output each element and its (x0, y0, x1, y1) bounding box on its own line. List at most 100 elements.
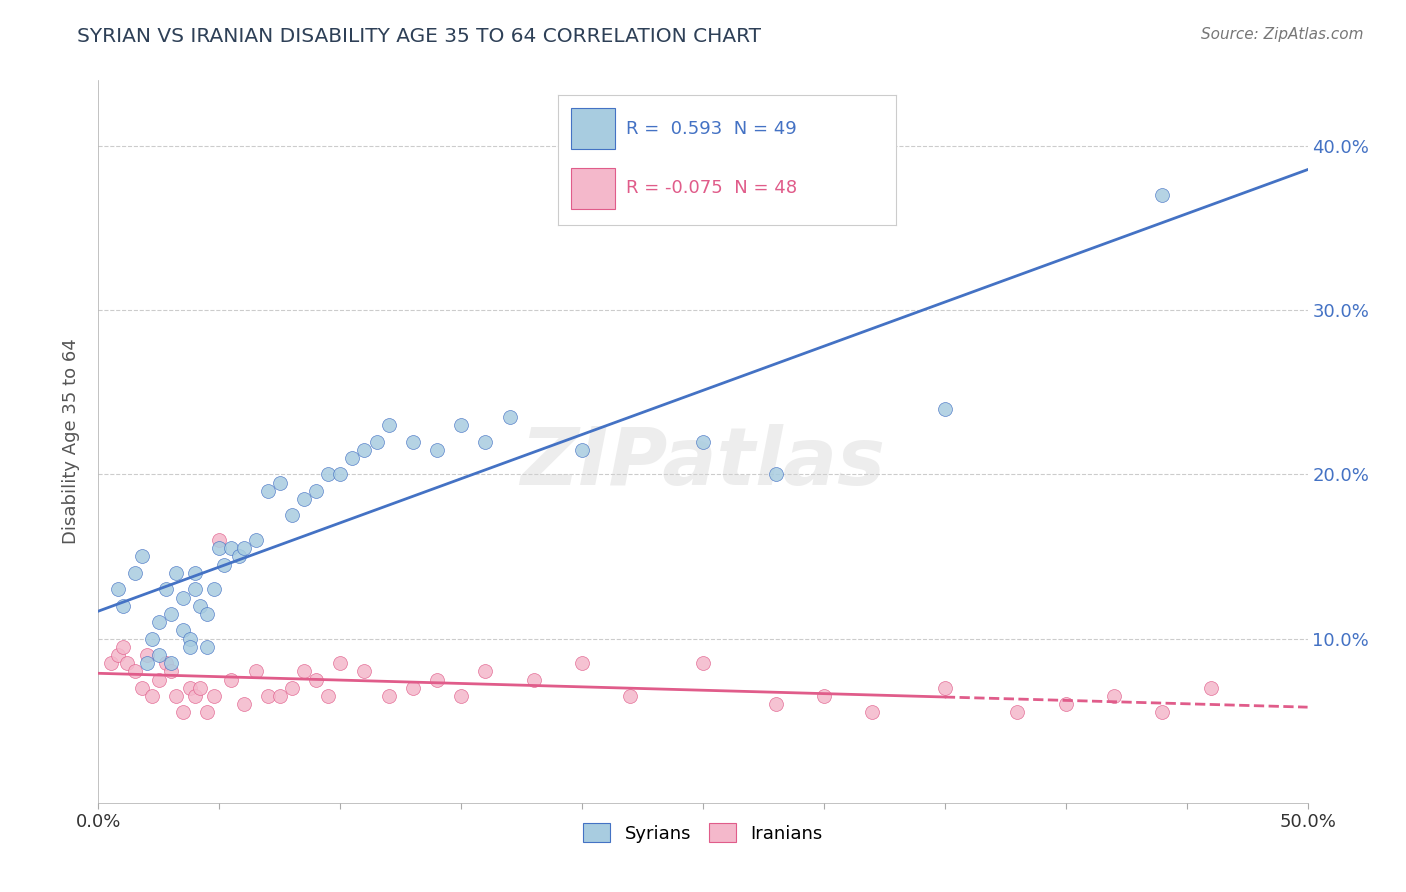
Point (141, 632, 163, 646)
Point (692, 657, 714, 671)
Point (426, 673, 449, 687)
Point (232, 698, 254, 712)
Point (1199, 681, 1222, 695)
Point (256, 483, 278, 498)
Point (204, 582, 226, 597)
Point (402, 434, 425, 449)
Point (1152, 706, 1174, 720)
Point (269, 689, 291, 703)
Point (1102, 689, 1125, 703)
Point (329, 657, 352, 671)
Point (292, 491, 315, 506)
Point (179, 640, 201, 654)
Point (148, 648, 170, 662)
Point (860, 706, 883, 720)
Point (117, 657, 139, 671)
Point (692, 434, 714, 449)
Point (172, 706, 194, 720)
Point (184, 582, 207, 597)
Point (107, 648, 129, 662)
Point (353, 442, 375, 457)
Point (245, 665, 267, 679)
Point (342, 450, 364, 465)
Point (366, 434, 388, 449)
Text: ZIPatlas: ZIPatlas (520, 425, 886, 502)
Point (281, 508, 304, 523)
Point (228, 549, 250, 564)
Point (160, 657, 183, 671)
Point (281, 681, 304, 695)
Point (245, 533, 267, 547)
Point (1054, 698, 1077, 712)
Point (184, 689, 207, 703)
Point (188, 599, 211, 613)
Point (179, 632, 201, 646)
Point (474, 434, 496, 449)
Point (329, 467, 352, 482)
Point (934, 681, 956, 695)
Point (232, 541, 254, 556)
Point (184, 566, 207, 580)
Point (269, 475, 291, 490)
Point (155, 582, 177, 597)
Point (212, 558, 235, 572)
Point (765, 698, 787, 712)
Point (195, 706, 218, 720)
Point (498, 409, 520, 424)
Point (1152, 188, 1174, 202)
Point (204, 689, 226, 703)
Point (141, 689, 163, 703)
Point (208, 533, 231, 547)
Point (450, 418, 472, 433)
Point (523, 673, 546, 687)
Point (426, 442, 449, 457)
Point (292, 665, 315, 679)
Point (135, 657, 157, 671)
Point (155, 657, 177, 671)
Point (571, 442, 593, 457)
Point (305, 673, 328, 687)
Point (111, 599, 134, 613)
Point (353, 665, 375, 679)
Point (148, 673, 170, 687)
Point (619, 689, 641, 703)
Text: SYRIAN VS IRANIAN DISABILITY AGE 35 TO 64 CORRELATION CHART: SYRIAN VS IRANIAN DISABILITY AGE 35 TO 6… (77, 27, 761, 45)
Point (172, 591, 194, 605)
Point (160, 607, 183, 621)
Point (188, 681, 211, 695)
Point (221, 541, 243, 556)
Point (100, 657, 122, 671)
Point (131, 549, 153, 564)
Y-axis label: Disability Age 35 to 64: Disability Age 35 to 64 (62, 339, 80, 544)
Point (402, 681, 425, 695)
Point (195, 640, 218, 654)
Point (377, 689, 399, 703)
Point (208, 541, 231, 556)
Point (571, 657, 593, 671)
Point (172, 624, 194, 638)
Point (165, 689, 187, 703)
Point (305, 483, 328, 498)
Point (474, 665, 496, 679)
Point (148, 615, 170, 630)
Point (195, 607, 218, 621)
Point (111, 640, 134, 654)
Point (131, 681, 153, 695)
Point (221, 673, 243, 687)
Point (179, 681, 201, 695)
Point (124, 665, 146, 679)
Point (165, 566, 187, 580)
Point (813, 689, 835, 703)
Point (316, 467, 339, 482)
Point (160, 665, 183, 679)
Point (377, 418, 399, 433)
Point (765, 467, 787, 482)
Point (316, 689, 339, 703)
Point (450, 689, 472, 703)
Point (124, 566, 146, 580)
Point (107, 582, 129, 597)
Point (934, 401, 956, 416)
Text: Source: ZipAtlas.com: Source: ZipAtlas.com (1201, 27, 1364, 42)
Point (135, 648, 157, 662)
Legend: Syrians, Iranians: Syrians, Iranians (574, 814, 832, 852)
